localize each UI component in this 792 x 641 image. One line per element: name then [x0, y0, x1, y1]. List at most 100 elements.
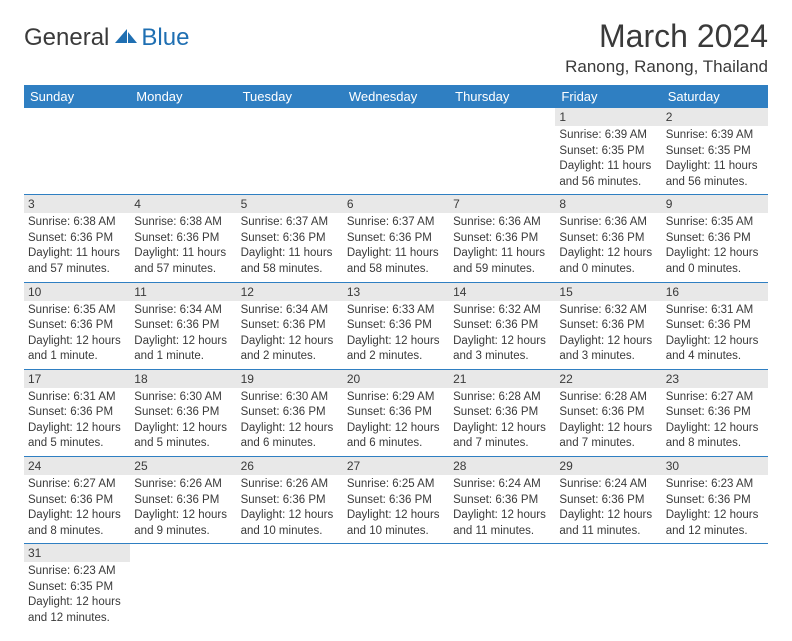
- calendar-cell: 27Sunrise: 6:25 AMSunset: 6:36 PMDayligh…: [343, 457, 449, 544]
- day-number: 23: [662, 370, 768, 388]
- day-info: Sunrise: 6:38 AMSunset: 6:36 PMDaylight:…: [28, 215, 126, 277]
- calendar-cell: 20 Sunrise: 6:29 AMSunset: 6:36 PMDayligh…: [343, 369, 449, 456]
- calendar-cell: 8 Sunrise: 6:36 AMSunset: 6:36 PMDaylight…: [555, 195, 661, 282]
- calendar-cell-empty: [662, 544, 768, 631]
- day-number: 25: [130, 457, 236, 475]
- day-number: 8: [555, 195, 661, 213]
- calendar-cell-empty: [343, 108, 449, 195]
- day-info: Sunrise: 6:30 AMSunset: 6:36 PMDaylight:…: [134, 390, 232, 452]
- calendar-row: 3Sunrise: 6:38 AMSunset: 6:36 PMDaylight…: [24, 195, 768, 282]
- calendar-cell: 4 Sunrise: 6:38 AMSunset: 6:36 PMDaylight…: [130, 195, 236, 282]
- weekday-header: Sunday: [24, 85, 130, 108]
- weekday-header: Saturday: [662, 85, 768, 108]
- day-info: Sunrise: 6:28 AMSunset: 6:36 PMDaylight:…: [559, 390, 657, 452]
- day-number: 12: [237, 283, 343, 301]
- title-block: March 2024 Ranong, Ranong, Thailand: [565, 18, 768, 77]
- day-info: Sunrise: 6:23 AMSunset: 6:36 PMDaylight:…: [666, 477, 764, 539]
- calendar-cell: 5 Sunrise: 6:37 AMSunset: 6:36 PMDaylight…: [237, 195, 343, 282]
- calendar-row: 31Sunrise: 6:23 AMSunset: 6:35 PMDayligh…: [24, 544, 768, 631]
- day-number: 30: [662, 457, 768, 475]
- calendar-cell: 25 Sunrise: 6:26 AMSunset: 6:36 PMDayligh…: [130, 457, 236, 544]
- day-number: 15: [555, 283, 661, 301]
- day-info: Sunrise: 6:37 AMSunset: 6:36 PMDaylight:…: [347, 215, 445, 277]
- calendar-cell: 15 Sunrise: 6:32 AMSunset: 6:36 PMDayligh…: [555, 282, 661, 369]
- day-info: Sunrise: 6:35 AMSunset: 6:36 PMDaylight:…: [28, 303, 126, 365]
- calendar-cell: 23 Sunrise: 6:27 AMSunset: 6:36 PMDayligh…: [662, 369, 768, 456]
- calendar-cell: 31Sunrise: 6:23 AMSunset: 6:35 PMDayligh…: [24, 544, 130, 631]
- day-number: 1: [555, 108, 661, 126]
- day-info: Sunrise: 6:35 AMSunset: 6:36 PMDaylight:…: [666, 215, 764, 277]
- day-number: 22: [555, 370, 661, 388]
- day-info: Sunrise: 6:28 AMSunset: 6:36 PMDaylight:…: [453, 390, 551, 452]
- day-info: Sunrise: 6:38 AMSunset: 6:36 PMDaylight:…: [134, 215, 232, 277]
- calendar-cell: 21Sunrise: 6:28 AMSunset: 6:36 PMDayligh…: [449, 369, 555, 456]
- day-info: Sunrise: 6:26 AMSunset: 6:36 PMDaylight:…: [241, 477, 339, 539]
- calendar-cell: 14 Sunrise: 6:32 AMSunset: 6:36 PMDayligh…: [449, 282, 555, 369]
- calendar-cell: 26 Sunrise: 6:26 AMSunset: 6:36 PMDayligh…: [237, 457, 343, 544]
- month-title: March 2024: [565, 18, 768, 55]
- calendar-cell: 7Sunrise: 6:36 AMSunset: 6:36 PMDaylight…: [449, 195, 555, 282]
- logo-text-1: General: [24, 24, 109, 52]
- logo-text-2: Blue: [141, 24, 189, 52]
- day-info: Sunrise: 6:36 AMSunset: 6:36 PMDaylight:…: [453, 215, 551, 277]
- calendar-cell: 10Sunrise: 6:35 AMSunset: 6:36 PMDayligh…: [24, 282, 130, 369]
- weekday-header-row: SundayMondayTuesdayWednesdayThursdayFrid…: [24, 85, 768, 108]
- day-number: 5: [237, 195, 343, 213]
- day-number: 9: [662, 195, 768, 213]
- day-info: Sunrise: 6:26 AMSunset: 6:36 PMDaylight:…: [134, 477, 232, 539]
- calendar-cell-empty: [130, 108, 236, 195]
- day-info: Sunrise: 6:29 AMSunset: 6:36 PMDaylight:…: [347, 390, 445, 452]
- calendar-cell: 28 Sunrise: 6:24 AMSunset: 6:36 PMDayligh…: [449, 457, 555, 544]
- calendar-row: 1 Sunrise: 6:39 AMSunset: 6:35 PMDaylight…: [24, 108, 768, 195]
- header: General Blue March 2024 Ranong, Ranong, …: [24, 18, 768, 77]
- day-number: 31: [24, 544, 130, 562]
- calendar-cell-empty: [449, 108, 555, 195]
- day-info: Sunrise: 6:32 AMSunset: 6:36 PMDaylight:…: [453, 303, 551, 365]
- day-number: 11: [130, 283, 236, 301]
- calendar-cell-empty: [343, 544, 449, 631]
- day-number: 19: [237, 370, 343, 388]
- day-info: Sunrise: 6:24 AMSunset: 6:36 PMDaylight:…: [453, 477, 551, 539]
- calendar-body: 1 Sunrise: 6:39 AMSunset: 6:35 PMDaylight…: [24, 108, 768, 631]
- weekday-header: Wednesday: [343, 85, 449, 108]
- calendar-row: 10Sunrise: 6:35 AMSunset: 6:36 PMDayligh…: [24, 282, 768, 369]
- calendar-cell-empty: [555, 544, 661, 631]
- day-number: 29: [555, 457, 661, 475]
- weekday-header: Thursday: [449, 85, 555, 108]
- calendar-cell-empty: [130, 544, 236, 631]
- logo: General Blue: [24, 24, 189, 52]
- calendar-cell: 24Sunrise: 6:27 AMSunset: 6:36 PMDayligh…: [24, 457, 130, 544]
- day-number: 26: [237, 457, 343, 475]
- calendar-cell: 29 Sunrise: 6:24 AMSunset: 6:36 PMDayligh…: [555, 457, 661, 544]
- day-info: Sunrise: 6:27 AMSunset: 6:36 PMDaylight:…: [666, 390, 764, 452]
- calendar-cell: 17Sunrise: 6:31 AMSunset: 6:36 PMDayligh…: [24, 369, 130, 456]
- day-info: Sunrise: 6:36 AMSunset: 6:36 PMDaylight:…: [559, 215, 657, 277]
- calendar-cell: 1 Sunrise: 6:39 AMSunset: 6:35 PMDaylight…: [555, 108, 661, 195]
- calendar-cell-empty: [449, 544, 555, 631]
- calendar-cell-empty: [24, 108, 130, 195]
- day-info: Sunrise: 6:39 AMSunset: 6:35 PMDaylight:…: [559, 128, 657, 190]
- logo-sail-icon: [113, 27, 139, 45]
- calendar-cell: 13Sunrise: 6:33 AMSunset: 6:36 PMDayligh…: [343, 282, 449, 369]
- calendar-cell: 30 Sunrise: 6:23 AMSunset: 6:36 PMDayligh…: [662, 457, 768, 544]
- calendar-cell-empty: [237, 108, 343, 195]
- calendar-cell: 2Sunrise: 6:39 AMSunset: 6:35 PMDaylight…: [662, 108, 768, 195]
- day-number: 4: [130, 195, 236, 213]
- day-number: 14: [449, 283, 555, 301]
- day-info: Sunrise: 6:25 AMSunset: 6:36 PMDaylight:…: [347, 477, 445, 539]
- day-info: Sunrise: 6:27 AMSunset: 6:36 PMDaylight:…: [28, 477, 126, 539]
- day-info: Sunrise: 6:37 AMSunset: 6:36 PMDaylight:…: [241, 215, 339, 277]
- day-info: Sunrise: 6:32 AMSunset: 6:36 PMDaylight:…: [559, 303, 657, 365]
- calendar-cell: 18Sunrise: 6:30 AMSunset: 6:36 PMDayligh…: [130, 369, 236, 456]
- calendar-cell: 12 Sunrise: 6:34 AMSunset: 6:36 PMDayligh…: [237, 282, 343, 369]
- day-number: 20: [343, 370, 449, 388]
- day-info: Sunrise: 6:34 AMSunset: 6:36 PMDaylight:…: [241, 303, 339, 365]
- calendar-cell: 16Sunrise: 6:31 AMSunset: 6:36 PMDayligh…: [662, 282, 768, 369]
- calendar-cell: 6Sunrise: 6:37 AMSunset: 6:36 PMDaylight…: [343, 195, 449, 282]
- calendar-row: 24Sunrise: 6:27 AMSunset: 6:36 PMDayligh…: [24, 457, 768, 544]
- day-info: Sunrise: 6:31 AMSunset: 6:36 PMDaylight:…: [666, 303, 764, 365]
- day-number: 28: [449, 457, 555, 475]
- calendar-table: SundayMondayTuesdayWednesdayThursdayFrid…: [24, 85, 768, 631]
- day-info: Sunrise: 6:34 AMSunset: 6:36 PMDaylight:…: [134, 303, 232, 365]
- day-info: Sunrise: 6:24 AMSunset: 6:36 PMDaylight:…: [559, 477, 657, 539]
